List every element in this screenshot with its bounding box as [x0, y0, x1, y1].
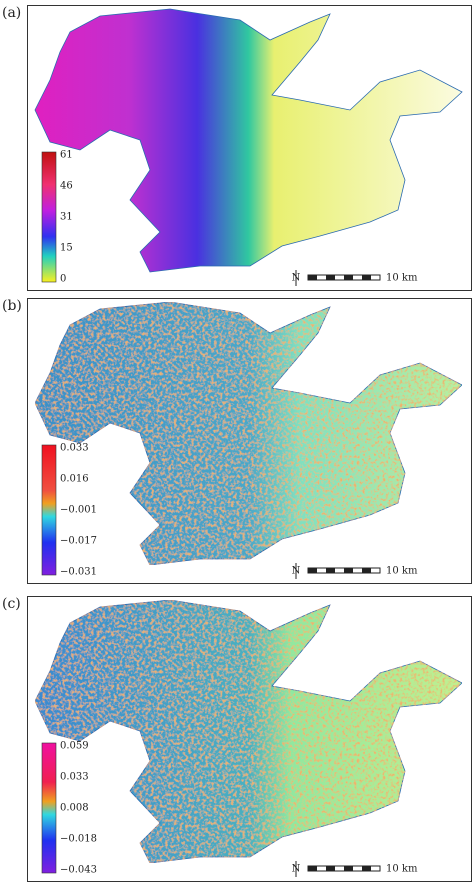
colorbar-tick-label: 61: [60, 150, 73, 161]
scale-bar-segment: [362, 275, 371, 280]
scale-bar-segment: [308, 275, 317, 280]
scale-bar-segment: [326, 568, 335, 573]
colorbar-tick-label: 0.033: [60, 443, 89, 454]
colorbar-tick-label: −0.031: [60, 567, 97, 578]
scale-bar-segment: [344, 275, 353, 280]
scale-bar-segment: [362, 568, 371, 573]
colorbar-tick-label: 31: [60, 212, 73, 223]
panel-label: (c): [2, 596, 21, 612]
panel-frame: [27, 5, 472, 291]
scale-label: 10 km: [386, 273, 418, 284]
colorbar: [41, 444, 57, 576]
scale-bar-segment: [326, 866, 335, 871]
scale-bar-segment: [344, 866, 353, 871]
map-region: [34, 599, 463, 864]
colorbar-tick-label: 15: [60, 243, 73, 254]
colorbar: [41, 151, 57, 283]
scale-label: 10 km: [386, 864, 418, 875]
panel-frame: [27, 596, 472, 882]
colorbar-tick-label: 0.016: [60, 474, 89, 485]
colorbar-tick-label: 46: [60, 181, 73, 192]
map-region: [34, 301, 463, 566]
colorbar: [41, 742, 57, 874]
colorbar-tick-label: 0.059: [60, 741, 89, 752]
colorbar-tick-label: 0: [60, 274, 66, 285]
panel-frame: [27, 298, 472, 584]
scale-bar-segment: [308, 866, 317, 871]
colorbar-tick-label: −0.018: [60, 834, 97, 845]
panel-label: (a): [2, 5, 21, 21]
colorbar-tick-label: 0.033: [60, 772, 89, 783]
scale-bar-segment: [326, 275, 335, 280]
scale-bar-segment: [344, 568, 353, 573]
scale-label: 10 km: [386, 566, 418, 577]
colorbar-tick-label: −0.017: [60, 536, 97, 547]
colorbar-tick-label: 0.008: [60, 803, 89, 814]
map-region: [34, 8, 463, 273]
colorbar-tick-label: −0.001: [60, 505, 97, 516]
scale-bar-segment: [308, 568, 317, 573]
scale-bar-segment: [362, 866, 371, 871]
panel-label: (b): [2, 298, 22, 314]
colorbar-tick-label: −0.043: [60, 865, 97, 876]
